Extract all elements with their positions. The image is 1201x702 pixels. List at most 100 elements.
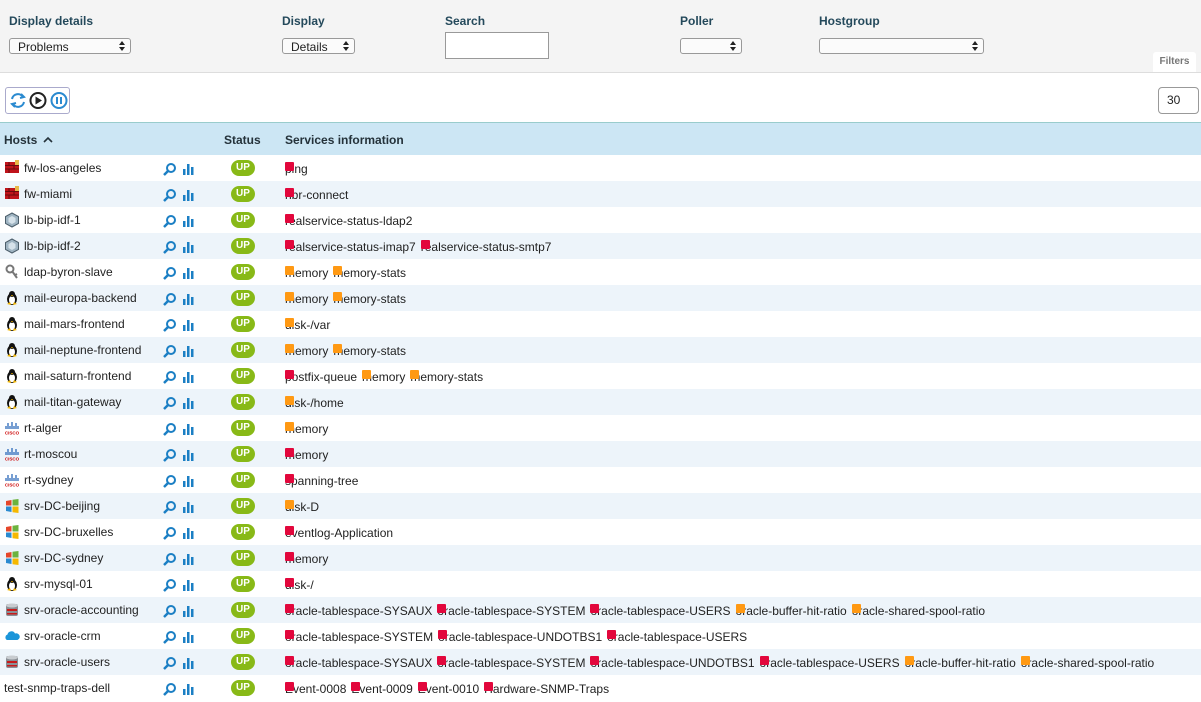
host-name[interactable]: fw-los-angeles [24, 161, 102, 175]
graph-link[interactable] [183, 164, 194, 175]
details-link[interactable] [163, 267, 176, 280]
service-name[interactable]: memory [285, 266, 329, 280]
graph-link[interactable] [183, 372, 194, 383]
display-select[interactable]: Details [282, 38, 355, 54]
graph-link[interactable] [183, 684, 194, 695]
graph-link[interactable] [183, 502, 194, 513]
host-name[interactable]: mail-saturn-frontend [24, 369, 132, 383]
graph-link[interactable] [183, 268, 194, 279]
details-link[interactable] [163, 475, 176, 488]
service-name[interactable]: oracle-tablespace-USERS [607, 630, 748, 644]
service-name[interactable]: memory [285, 552, 329, 566]
service-name[interactable]: eventlog-Application [285, 526, 394, 540]
service-name[interactable]: oracle-tablespace-UNDOTBS1 [590, 656, 755, 670]
service-name[interactable]: Event-0010 [417, 682, 480, 696]
details-link[interactable] [163, 215, 176, 228]
host-name[interactable]: srv-DC-beijing [24, 499, 101, 513]
host-name[interactable]: mail-mars-frontend [24, 317, 125, 331]
details-link[interactable] [163, 371, 176, 384]
display-details-select[interactable]: Problems [9, 38, 131, 54]
service-name[interactable]: memory [285, 344, 329, 358]
service-name[interactable]: memory [285, 292, 329, 306]
service-name[interactable]: memory-stats [333, 292, 407, 306]
service-name[interactable]: memory-stats [333, 266, 407, 280]
service-name[interactable]: memory-stats [410, 370, 484, 384]
graph-link[interactable] [183, 242, 194, 253]
service-name[interactable]: oracle-tablespace-SYSTEM [437, 656, 586, 670]
service-name[interactable]: realservice-status-ldap2 [285, 214, 413, 228]
graph-link[interactable] [183, 216, 194, 227]
graph-link[interactable] [183, 424, 194, 435]
per-page-select[interactable]: 30 [1158, 87, 1199, 114]
graph-link[interactable] [183, 658, 194, 669]
service-name[interactable]: oracle-tablespace-SYSTEM [437, 604, 586, 618]
host-name[interactable]: fw-miami [24, 187, 72, 201]
sort-arrow[interactable] [43, 136, 53, 144]
service-name[interactable]: oracle-shared-spool-ratio [1020, 656, 1155, 670]
host-name[interactable]: ldap-byron-slave [24, 265, 113, 279]
host-name[interactable]: srv-oracle-crm [24, 629, 101, 643]
details-link[interactable] [163, 345, 176, 358]
graph-link[interactable] [183, 398, 194, 409]
host-name[interactable]: mail-titan-gateway [24, 395, 122, 409]
service-name[interactable]: disk-/var [285, 318, 331, 332]
details-link[interactable] [163, 657, 176, 670]
service-name[interactable]: oracle-tablespace-UNDOTBS1 [438, 630, 603, 644]
filters-tab[interactable]: Filters [1153, 52, 1196, 72]
graph-link[interactable] [183, 580, 194, 591]
details-link[interactable] [163, 189, 176, 202]
details-link[interactable] [163, 527, 176, 540]
host-name[interactable]: srv-mysql-01 [24, 577, 93, 591]
graph-link[interactable] [183, 320, 194, 331]
host-name[interactable]: rt-moscou [24, 447, 78, 461]
service-name[interactable]: spanning-tree [285, 474, 359, 488]
service-name[interactable]: oracle-tablespace-SYSAUX [285, 656, 433, 670]
service-name[interactable]: oracle-buffer-hit-ratio [735, 604, 847, 618]
service-name[interactable]: disk-/home [285, 396, 344, 410]
graph-link[interactable] [183, 190, 194, 201]
service-name[interactable]: oracle-tablespace-USERS [590, 604, 731, 618]
details-link[interactable] [163, 397, 176, 410]
host-name[interactable]: test-snmp-traps-dell [4, 681, 111, 695]
host-name[interactable]: mail-neptune-frontend [24, 343, 142, 357]
service-name[interactable]: realservice-status-smtp7 [420, 240, 552, 254]
play-button[interactable] [29, 92, 47, 109]
details-link[interactable] [163, 163, 176, 176]
host-name[interactable]: mail-europa-backend [24, 291, 137, 305]
service-name[interactable]: memory [285, 422, 329, 436]
host-name[interactable]: srv-DC-sydney [24, 551, 104, 565]
graph-link[interactable] [183, 606, 194, 617]
refresh-button[interactable] [10, 93, 26, 108]
host-name[interactable]: srv-oracle-accounting [24, 603, 139, 617]
service-name[interactable]: nbr-connect [285, 188, 349, 202]
service-name[interactable]: oracle-tablespace-SYSAUX [285, 604, 433, 618]
poller-select[interactable] [680, 38, 742, 54]
host-name[interactable]: lb-bip-idf-1 [24, 213, 81, 227]
details-link[interactable] [163, 241, 176, 254]
graph-link[interactable] [183, 554, 194, 565]
details-link[interactable] [163, 293, 176, 306]
search-input[interactable] [445, 32, 549, 59]
graph-link[interactable] [183, 294, 194, 305]
details-link[interactable] [163, 449, 176, 462]
service-name[interactable]: oracle-shared-spool-ratio [851, 604, 986, 618]
column-header[interactable]: Hosts [4, 133, 38, 147]
service-name[interactable]: Event-0008 [285, 682, 347, 696]
details-link[interactable] [163, 553, 176, 566]
graph-link[interactable] [183, 528, 194, 539]
graph-link[interactable] [183, 346, 194, 357]
graph-link[interactable] [183, 450, 194, 461]
service-name[interactable]: realservice-status-imap7 [285, 240, 416, 254]
host-name[interactable]: rt-sydney [24, 473, 74, 487]
details-link[interactable] [163, 579, 176, 592]
details-link[interactable] [163, 319, 176, 332]
details-link[interactable] [163, 501, 176, 514]
service-name[interactable]: memory-stats [333, 344, 407, 358]
service-name[interactable]: oracle-tablespace-USERS [759, 656, 900, 670]
host-name[interactable]: srv-DC-bruxelles [24, 525, 114, 539]
service-name[interactable]: memory [285, 448, 329, 462]
service-name[interactable]: oracle-buffer-hit-ratio [904, 656, 1016, 670]
host-name[interactable]: lb-bip-idf-2 [24, 239, 81, 253]
service-name[interactable]: Event-0009 [351, 682, 413, 696]
hostgroup-select[interactable] [819, 38, 984, 54]
